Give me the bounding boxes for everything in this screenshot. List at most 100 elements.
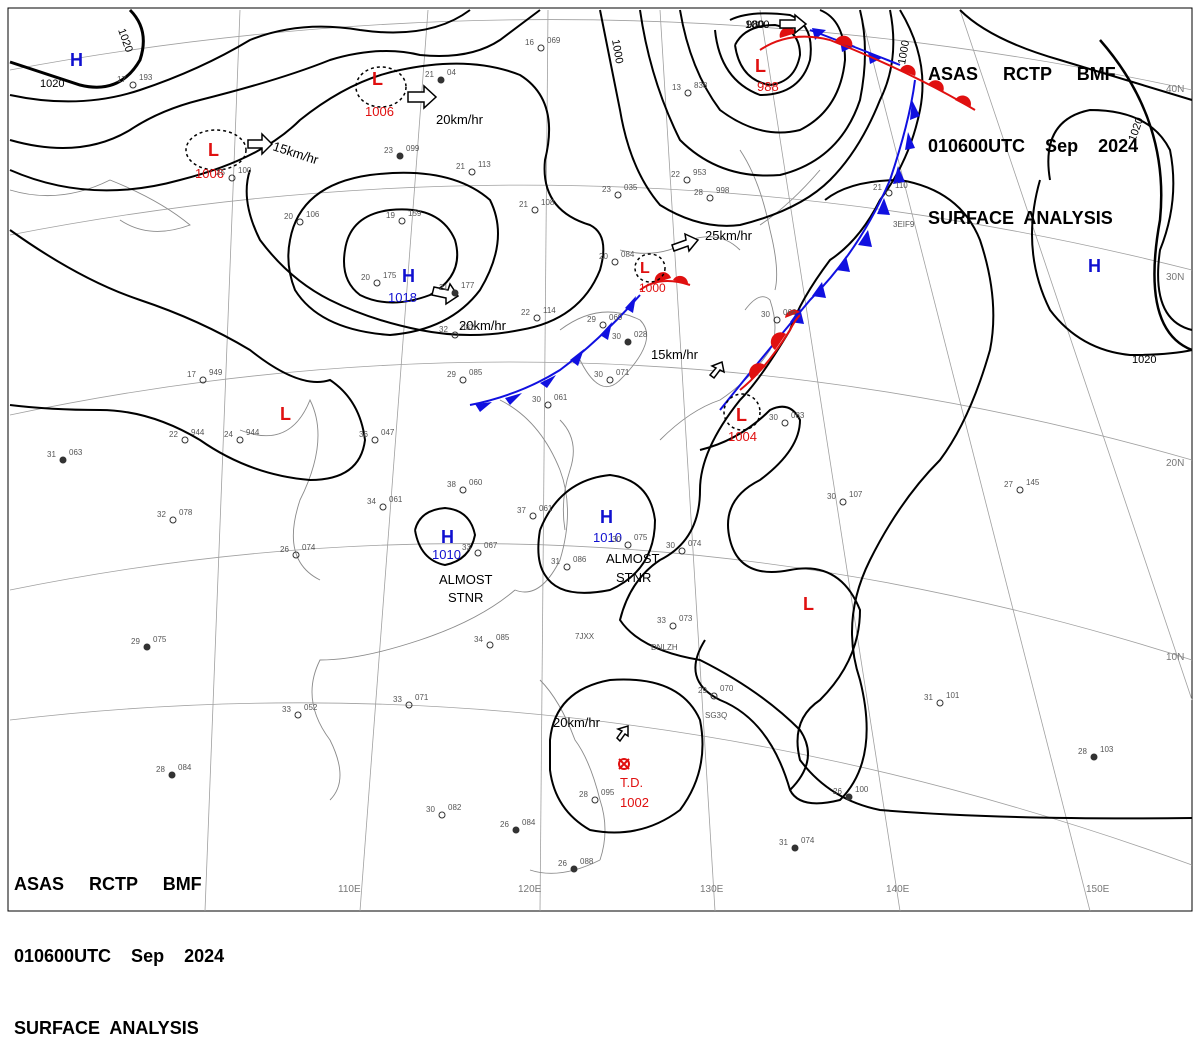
lat-label: 10N bbox=[1166, 652, 1184, 663]
low-value: 988 bbox=[757, 79, 779, 94]
station-temp: 31 bbox=[924, 693, 933, 702]
station-temp: 30 bbox=[426, 805, 435, 814]
td-name: T.D. bbox=[620, 775, 643, 790]
station-temp: 31 bbox=[551, 557, 560, 566]
station-pressure: 944 bbox=[246, 428, 260, 437]
station-pressure: 074 bbox=[801, 836, 815, 845]
station-pressure: 035 bbox=[624, 183, 638, 192]
station-pressure: 04 bbox=[447, 68, 456, 77]
high-value: 1018 bbox=[388, 290, 417, 305]
station-pressure: 083 bbox=[791, 411, 805, 420]
isobar-td-ring bbox=[549, 678, 704, 834]
isobar-inner-ne-1 bbox=[639, 9, 866, 177]
isobar-h1010-right bbox=[537, 473, 657, 594]
isobar-label: 1000 bbox=[745, 19, 769, 31]
station-pressure: 069 bbox=[547, 36, 561, 45]
station-temp: 17 bbox=[117, 75, 126, 84]
lon-label: 140E bbox=[886, 884, 910, 895]
station-temp: 20 bbox=[599, 252, 608, 261]
isobar-1018-ring bbox=[343, 208, 459, 304]
graticule bbox=[9, 9, 1193, 912]
isobar-e-loop bbox=[1031, 179, 1193, 357]
station-temp: 32 bbox=[439, 325, 448, 334]
low-center: L bbox=[372, 69, 383, 89]
station-temp: 30 bbox=[769, 413, 778, 422]
station-temp: 22 bbox=[671, 170, 680, 179]
header-line-1: ASAS RCTP BMF bbox=[928, 64, 1116, 84]
isobar-label: 1000 bbox=[609, 38, 625, 64]
header-line-2: 010600UTC Sep 2024 bbox=[928, 136, 1139, 156]
high-center: H bbox=[70, 50, 83, 70]
station-temp: 20 bbox=[284, 212, 293, 221]
lat-label: 30N bbox=[1166, 272, 1184, 283]
station-temp: 29 bbox=[131, 637, 140, 646]
station-temp: 30 bbox=[761, 310, 770, 319]
station-pressure: 078 bbox=[179, 508, 193, 517]
low-center: L bbox=[280, 404, 291, 424]
station-temp: 24 bbox=[224, 430, 233, 439]
station-temp: 23 bbox=[602, 185, 611, 194]
footer-line-2: 010600UTC Sep 2024 bbox=[14, 946, 225, 966]
station-pressure: 113 bbox=[478, 160, 491, 169]
station-temp: 22 bbox=[521, 308, 530, 317]
station-pressure: 063 bbox=[69, 448, 83, 457]
isobar-988-b bbox=[734, 23, 802, 87]
station-pressure: 145 bbox=[1026, 478, 1040, 487]
station-markers bbox=[59, 44, 1098, 873]
speed-label: 20km/hr bbox=[553, 715, 601, 730]
station-temp: 38 bbox=[447, 480, 456, 489]
station-pressure: 084 bbox=[178, 763, 192, 772]
station-pressure: 061 bbox=[389, 495, 403, 504]
header-title-block: ASAS RCTP BMF 010600UTC Sep 2024 SURFACE… bbox=[928, 14, 1138, 254]
lat-label: 40N bbox=[1166, 84, 1184, 95]
station-pressure: 103 bbox=[1100, 745, 1114, 754]
station-pressure: 069 bbox=[609, 313, 623, 322]
station-pressure: 071 bbox=[415, 693, 429, 702]
station-temp: 30 bbox=[612, 535, 621, 544]
high-center: H bbox=[441, 527, 454, 547]
station-temp: 26 bbox=[280, 545, 289, 554]
isobar-1018-outer bbox=[287, 171, 499, 337]
td-label: T.D. 1002 bbox=[620, 775, 649, 810]
station-temp: 27 bbox=[1004, 480, 1013, 489]
low-circles bbox=[185, 66, 761, 431]
isobar-e-ring bbox=[1047, 108, 1193, 331]
station-temp: 34 bbox=[474, 635, 483, 644]
high-center: H bbox=[402, 266, 415, 286]
station-pressure: 108 bbox=[541, 198, 555, 207]
ship-id: 3EIF9 bbox=[893, 220, 915, 229]
station-temp: 16 bbox=[525, 38, 534, 47]
speed-label: 20km/hr bbox=[459, 318, 507, 333]
stnr-label: STNR bbox=[448, 590, 483, 605]
stnr-label: STNR bbox=[616, 570, 651, 585]
cold-front bbox=[469, 28, 920, 412]
speed-label: 20km/hr bbox=[436, 112, 484, 127]
station-pressure: 100 bbox=[855, 785, 869, 794]
speed-label: 15km/hr bbox=[651, 347, 699, 362]
station-temp: 21 bbox=[519, 200, 528, 209]
low-value: 1000 bbox=[639, 281, 666, 295]
station-pressure: 075 bbox=[153, 635, 167, 644]
station-pressure: 106 bbox=[306, 210, 320, 219]
station-temp: 33 bbox=[282, 705, 291, 714]
station-pressure: 095 bbox=[601, 788, 615, 797]
station-temp: 30 bbox=[827, 492, 836, 501]
lon-label: 110E bbox=[338, 884, 361, 895]
footer-title-block: ASAS RCTP BMF 010600UTC Sep 2024 SURFACE… bbox=[14, 824, 224, 1064]
low-center: L bbox=[803, 594, 814, 614]
isobar-h1010-left bbox=[414, 506, 477, 567]
low-value: 1006 bbox=[195, 166, 224, 181]
station-pressure: 159 bbox=[408, 209, 422, 218]
station-temp: 23 bbox=[384, 146, 393, 155]
station-temp: 21 bbox=[425, 70, 434, 79]
lon-label: 130E bbox=[700, 884, 724, 895]
station-pressure: 066 bbox=[783, 308, 797, 317]
station-pressure: 086 bbox=[573, 555, 587, 564]
isobar-1000-low-ne bbox=[599, 9, 895, 227]
station-pressure: 085 bbox=[496, 633, 510, 642]
station-pressure: 110 bbox=[895, 181, 908, 190]
low-center: L bbox=[640, 260, 650, 277]
station-pressure: 193 bbox=[139, 73, 153, 82]
station-pressure: 070 bbox=[720, 684, 734, 693]
station-temp: 33 bbox=[462, 543, 471, 552]
